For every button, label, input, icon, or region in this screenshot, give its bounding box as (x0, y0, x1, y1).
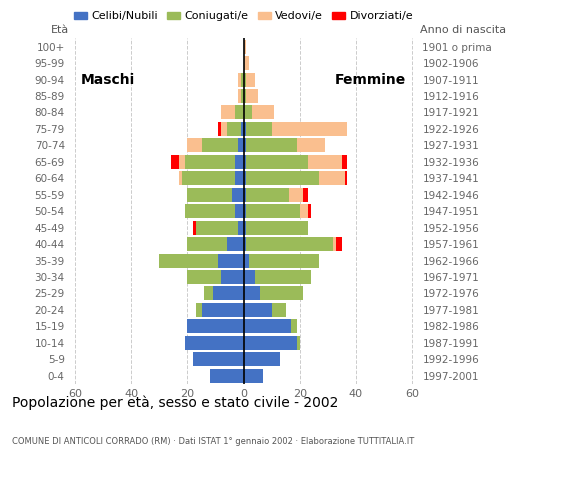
Bar (218, 122, 221, 136)
Bar (297, 336, 300, 350)
Bar (303, 188, 308, 202)
Bar (246, 188, 288, 202)
Bar (218, 253, 244, 267)
Bar (244, 106, 252, 120)
Bar (187, 138, 201, 152)
Bar (184, 155, 235, 169)
Bar (244, 336, 297, 350)
Bar (271, 122, 347, 136)
Bar (213, 287, 244, 300)
Bar (288, 188, 303, 202)
Bar (227, 237, 244, 251)
Text: Anno di nascita: Anno di nascita (420, 25, 506, 35)
Bar (244, 188, 246, 202)
Bar (241, 89, 244, 103)
Bar (246, 221, 308, 235)
Text: COMUNE DI ANTICOLI CORRADO (RM) · Dati ISTAT 1° gennaio 2002 · Elaborazione TUTT: COMUNE DI ANTICOLI CORRADO (RM) · Dati I… (12, 437, 414, 446)
Bar (246, 237, 334, 251)
Bar (204, 287, 213, 300)
Bar (179, 155, 184, 169)
Bar (244, 253, 249, 267)
Bar (246, 138, 297, 152)
Bar (244, 352, 280, 366)
Bar (196, 221, 238, 235)
Bar (300, 204, 308, 218)
Bar (182, 171, 235, 185)
Bar (187, 237, 227, 251)
Bar (336, 237, 342, 251)
Bar (238, 221, 244, 235)
Bar (244, 56, 249, 70)
Legend: Celibi/Nubili, Coniugati/e, Vedovi/e, Divorziati/e: Celibi/Nubili, Coniugati/e, Vedovi/e, Di… (69, 7, 418, 26)
Bar (297, 138, 325, 152)
Bar (244, 138, 246, 152)
Bar (187, 270, 221, 284)
Bar (241, 72, 244, 86)
Bar (235, 204, 244, 218)
Bar (246, 122, 271, 136)
Bar (238, 72, 241, 86)
Bar (320, 171, 345, 185)
Bar (184, 336, 244, 350)
Bar (244, 89, 246, 103)
Bar (244, 270, 255, 284)
Bar (235, 171, 244, 185)
Bar (308, 155, 342, 169)
Bar (249, 253, 320, 267)
Bar (238, 138, 244, 152)
Bar (244, 204, 246, 218)
Bar (244, 369, 263, 383)
Bar (184, 204, 235, 218)
Bar (244, 287, 260, 300)
Bar (246, 72, 255, 86)
Bar (221, 106, 235, 120)
Bar (238, 89, 241, 103)
Text: Maschi: Maschi (81, 72, 135, 86)
Bar (227, 122, 241, 136)
Bar (244, 303, 271, 317)
Bar (187, 188, 233, 202)
Bar (179, 171, 182, 185)
Bar (244, 319, 291, 334)
Bar (193, 221, 196, 235)
Bar (334, 237, 336, 251)
Bar (187, 319, 244, 334)
Bar (244, 155, 246, 169)
Text: Popolazione per età, sesso e stato civile - 2002: Popolazione per età, sesso e stato civil… (12, 396, 338, 410)
Bar (342, 155, 347, 169)
Bar (235, 106, 244, 120)
Bar (246, 171, 320, 185)
Bar (255, 270, 311, 284)
Bar (345, 171, 347, 185)
Bar (196, 303, 201, 317)
Bar (244, 72, 246, 86)
Bar (241, 122, 244, 136)
Text: Femmine: Femmine (335, 72, 407, 86)
Bar (210, 369, 244, 383)
Bar (246, 89, 258, 103)
Bar (246, 155, 308, 169)
Bar (201, 138, 238, 152)
Bar (221, 270, 244, 284)
Bar (308, 204, 311, 218)
Bar (235, 155, 244, 169)
Bar (193, 352, 244, 366)
Bar (271, 303, 286, 317)
Bar (246, 204, 300, 218)
Bar (244, 122, 246, 136)
Bar (291, 319, 297, 334)
Bar (244, 171, 246, 185)
Bar (221, 122, 227, 136)
Bar (244, 237, 246, 251)
Bar (171, 155, 179, 169)
Bar (233, 188, 244, 202)
Bar (244, 40, 246, 54)
Bar (201, 303, 244, 317)
Text: Età: Età (52, 25, 70, 35)
Bar (252, 106, 274, 120)
Bar (260, 287, 303, 300)
Bar (160, 253, 218, 267)
Bar (244, 221, 246, 235)
